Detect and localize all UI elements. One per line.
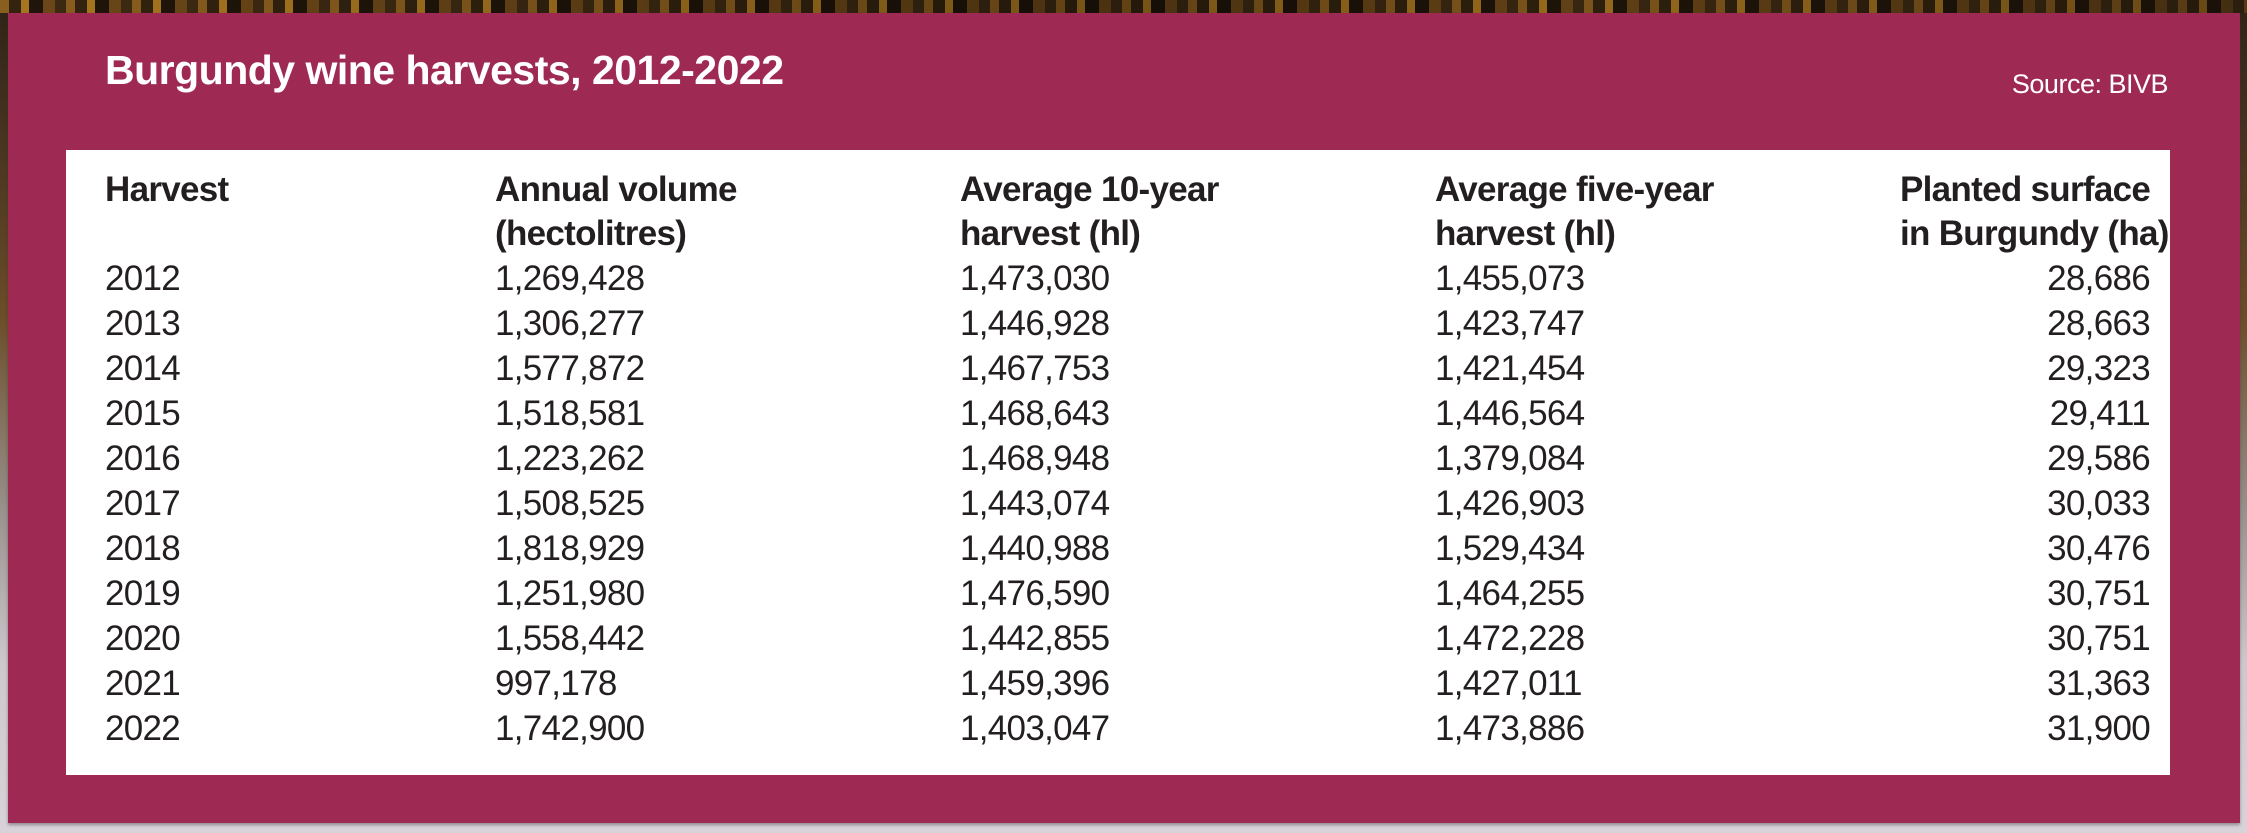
column-header-line: (hectolitres) xyxy=(495,214,687,253)
column-header-line: harvest (hl) xyxy=(960,214,1141,253)
value-cell: 1,818,929 xyxy=(495,529,645,568)
value-cell: 1,473,030 xyxy=(960,259,1110,298)
column-header-line: Harvest xyxy=(105,170,229,209)
column-header-line: Average five-year xyxy=(1435,170,1714,209)
value-cell: 1,459,396 xyxy=(960,664,1110,703)
harvest-year-cell: 2022 xyxy=(105,709,181,748)
value-cell: 1,472,228 xyxy=(1435,619,1585,658)
value-cell: 29,323 xyxy=(2047,349,2151,388)
table-row: 2014 1,577,872 1,467,753 1,421,454 29,323 xyxy=(66,346,2170,391)
column-header-line: in Burgundy (ha) xyxy=(1900,214,2169,253)
value-cell: 31,900 xyxy=(2047,709,2151,748)
harvest-year-cell: 2017 xyxy=(105,484,181,523)
column-header-line: Planted surface xyxy=(1900,170,2151,209)
value-cell: 1,443,074 xyxy=(960,484,1110,523)
value-cell: 1,742,900 xyxy=(495,709,645,748)
table-row: 2015 1,518,581 1,468,643 1,446,564 29,411 xyxy=(66,391,2170,436)
value-cell: 1,223,262 xyxy=(495,439,645,478)
value-cell: 997,178 xyxy=(495,664,617,703)
column-header-avg-10-year: Average 10-year harvest (hl) xyxy=(960,168,1435,256)
value-cell: 28,686 xyxy=(2047,259,2151,298)
value-cell: 30,476 xyxy=(2047,529,2151,568)
harvest-year-cell: 2012 xyxy=(105,259,181,298)
value-cell: 1,269,428 xyxy=(495,259,645,298)
table-row: 2019 1,251,980 1,476,590 1,464,255 30,751 xyxy=(66,571,2170,616)
value-cell: 1,446,928 xyxy=(960,304,1110,343)
value-cell: 1,379,084 xyxy=(1435,439,1585,478)
value-cell: 31,363 xyxy=(2047,664,2151,703)
table-row: 2022 1,742,900 1,403,047 1,473,886 31,900 xyxy=(66,706,2170,751)
table-row: 2012 1,269,428 1,473,030 1,455,073 28,686 xyxy=(66,256,2170,301)
table-body: 2012 1,269,428 1,473,030 1,455,073 28,686 201… xyxy=(66,256,2170,751)
table-row: 2021 997,178 1,459,396 1,427,011 31,363 xyxy=(66,661,2170,706)
value-cell: 1,529,434 xyxy=(1435,529,1585,568)
table-row: 2016 1,223,262 1,468,948 1,379,084 29,586 xyxy=(66,436,2170,481)
value-cell: 1,442,855 xyxy=(960,619,1110,658)
harvest-year-cell: 2014 xyxy=(105,349,181,388)
page-title: Burgundy wine harvests, 2012-2022 xyxy=(105,47,784,93)
background-photo-strip xyxy=(0,0,2247,13)
value-cell: 1,518,581 xyxy=(495,394,645,433)
value-cell: 1,426,903 xyxy=(1435,484,1585,523)
column-header-annual-volume: Annual volume (hectolitres) xyxy=(495,168,960,256)
harvest-year-cell: 2015 xyxy=(105,394,181,433)
value-cell: 30,033 xyxy=(2047,484,2151,523)
value-cell: 1,468,948 xyxy=(960,439,1110,478)
table-row: 2018 1,818,929 1,440,988 1,529,434 30,476 xyxy=(66,526,2170,571)
column-header-planted-surface: Planted surface in Burgundy (ha) xyxy=(1900,168,2170,256)
table-row: 2020 1,558,442 1,442,855 1,472,228 30,751 xyxy=(66,616,2170,661)
table-header-row: Harvest Annual volume (hectolitres) Aver… xyxy=(66,168,2170,256)
value-cell: 1,251,980 xyxy=(495,574,645,613)
value-cell: 1,558,442 xyxy=(495,619,645,658)
value-cell: 29,411 xyxy=(2049,394,2151,433)
table-row: 2013 1,306,277 1,446,928 1,423,747 28,663 xyxy=(66,301,2170,346)
column-header-harvest: Harvest xyxy=(66,168,495,256)
value-cell: 29,586 xyxy=(2047,439,2151,478)
harvest-year-cell: 2018 xyxy=(105,529,181,568)
value-cell: 1,440,988 xyxy=(960,529,1110,568)
value-cell: 30,751 xyxy=(2047,619,2151,658)
harvest-year-cell: 2020 xyxy=(105,619,181,658)
value-cell: 1,421,454 xyxy=(1435,349,1585,388)
value-cell: 1,464,255 xyxy=(1435,574,1585,613)
value-cell: 1,455,073 xyxy=(1435,259,1585,298)
harvest-table: Harvest Annual volume (hectolitres) Aver… xyxy=(66,150,2170,775)
value-cell: 1,473,886 xyxy=(1435,709,1585,748)
value-cell: 30,751 xyxy=(2047,574,2151,613)
value-cell: 1,403,047 xyxy=(960,709,1110,748)
value-cell: 1,577,872 xyxy=(495,349,645,388)
value-cell: 1,508,525 xyxy=(495,484,645,523)
harvest-year-cell: 2016 xyxy=(105,439,181,478)
value-cell: 1,468,643 xyxy=(960,394,1110,433)
table-row: 2017 1,508,525 1,443,074 1,426,903 30,033 xyxy=(66,481,2170,526)
column-header-avg-five-year: Average five-year harvest (hl) xyxy=(1435,168,1900,256)
value-cell: 1,446,564 xyxy=(1435,394,1585,433)
column-header-line: Annual volume xyxy=(495,170,737,209)
value-cell: 1,427,011 xyxy=(1435,664,1583,703)
harvest-year-cell: 2019 xyxy=(105,574,181,613)
harvest-year-cell: 2013 xyxy=(105,304,181,343)
column-header-line: harvest (hl) xyxy=(1435,214,1616,253)
value-cell: 28,663 xyxy=(2047,304,2151,343)
harvest-year-cell: 2021 xyxy=(105,664,181,703)
value-cell: 1,476,590 xyxy=(960,574,1110,613)
value-cell: 1,423,747 xyxy=(1435,304,1585,343)
column-header-line: Average 10-year xyxy=(960,170,1219,209)
source-credit: Source: BIVB xyxy=(2011,69,2169,99)
value-cell: 1,306,277 xyxy=(495,304,645,343)
value-cell: 1,467,753 xyxy=(960,349,1110,388)
burgundy-panel: Burgundy wine harvests, 2012-2022 Source… xyxy=(8,13,2240,823)
